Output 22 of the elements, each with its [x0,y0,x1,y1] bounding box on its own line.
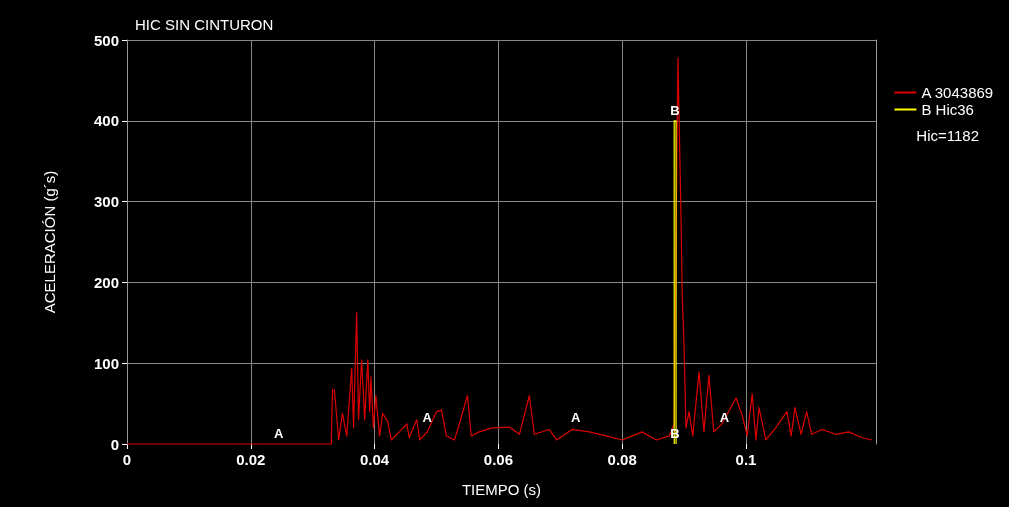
annotation: A [422,409,433,425]
x-tick-label: 0 [122,451,132,468]
x-tick-label: 0.1 [735,451,757,468]
legend-label: A 3043869 [921,84,994,101]
x-tick-label: 0.04 [360,451,390,468]
line-series [126,57,873,445]
annotation: A [273,426,284,441]
x-tick-label: 0.06 [483,451,514,468]
y-tick-label: 0 [110,435,119,453]
y-tick-label: 400 [93,112,119,130]
y-tick-label: 500 [93,31,119,49]
x-tick-label: 0.08 [607,451,637,468]
y-tick-label: 100 [93,354,119,372]
y-tick-label: 300 [93,193,119,211]
annotation: A [571,409,582,425]
y-axis-title: ACELERACIÓN (g´s) [41,170,58,314]
text: Hic=1182 [916,127,980,144]
x-tick-label: 0.02 [236,451,266,468]
x-axis-title: TIEMPO (s) [461,481,542,498]
y-tick-label: 200 [93,273,119,291]
legend-label: B Hic36 [921,101,974,118]
chart-title: HIC SIN CINTURON [135,16,274,33]
